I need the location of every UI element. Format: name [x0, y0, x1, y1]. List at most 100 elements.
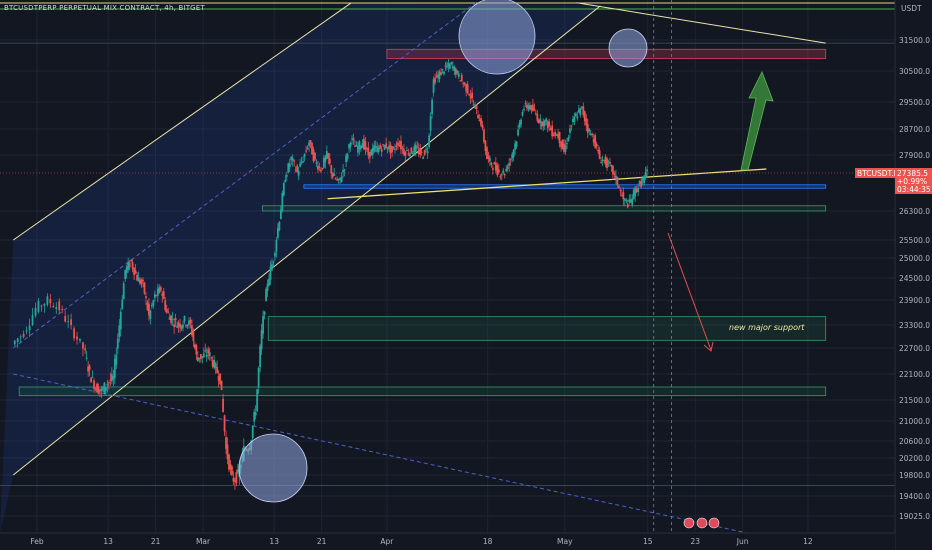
candle-body: [462, 83, 465, 85]
candle-body: [116, 338, 119, 349]
candle-body: [361, 143, 364, 148]
candle-body: [373, 145, 376, 152]
time-tick-label: 12: [803, 537, 813, 546]
candle-body: [517, 129, 519, 136]
last-price-tag-text: 27385.5: [897, 169, 928, 178]
candle-body: [379, 145, 382, 149]
candle-body: [364, 141, 367, 150]
candle-body: [90, 377, 93, 383]
event-flag-icon[interactable]: [683, 517, 695, 529]
candle-body: [434, 77, 436, 83]
candle-body: [548, 121, 551, 127]
chart-annotations: new major support: [238, 0, 805, 529]
price-tick-label: 19400.0: [899, 492, 930, 501]
candle-body: [607, 161, 610, 163]
candle-body: [231, 466, 233, 475]
candle-body: [437, 74, 439, 78]
last-price-tag: [895, 168, 932, 195]
candle-body: [146, 302, 149, 310]
candle-body: [371, 147, 374, 155]
symbol-title: BTCUSDTPERP PERPETUAL MIX CONTRACT, 4h, …: [4, 4, 205, 12]
candle-body: [376, 146, 379, 152]
candle-body: [362, 138, 365, 150]
candle-body: [354, 145, 356, 147]
candle-body: [331, 173, 334, 178]
candle-body: [149, 310, 152, 320]
candle-body: [118, 325, 121, 338]
zone-blue: [303, 184, 827, 189]
candle-body: [598, 150, 601, 159]
candle-body: [475, 104, 478, 110]
price-tick-label: 31500.0: [899, 36, 930, 45]
candle-body: [179, 323, 181, 328]
candle-body: [566, 143, 568, 145]
candle-body: [471, 92, 474, 99]
candle-body: [622, 192, 625, 200]
candle-body: [431, 99, 433, 114]
candle-body: [514, 143, 517, 150]
candle-body: [417, 148, 420, 155]
candle-body: [551, 125, 554, 137]
price-zones: [0, 2, 827, 534]
candle-body: [500, 174, 503, 176]
price-axis-panel: [895, 0, 932, 550]
candle-body: [448, 64, 451, 69]
candle-body: [254, 412, 257, 416]
trendline-descending-resistance: [576, 2, 826, 44]
candle-body: [315, 162, 318, 164]
candle-body: [374, 145, 377, 147]
candle-body: [515, 141, 518, 147]
candle-body: [319, 169, 322, 172]
trendline-channel-upper: [12, 2, 352, 241]
candle-body: [28, 325, 31, 331]
candle-body: [150, 305, 153, 307]
event-flag-icon[interactable]: [696, 517, 708, 529]
candle-body: [386, 146, 389, 150]
candle-body: [19, 336, 22, 338]
candle-body: [205, 354, 208, 357]
highlight-circle: [458, 0, 536, 75]
candle-body: [103, 382, 106, 394]
candle-body: [469, 95, 472, 99]
candle-body: [262, 315, 264, 334]
candle-body: [549, 128, 552, 131]
candle-body: [195, 345, 198, 355]
candle-body: [555, 134, 558, 136]
symbol-tag: [855, 168, 895, 179]
last-price-tag-text: +0.99%: [897, 177, 927, 186]
candle-body: [176, 325, 178, 328]
candle-body: [196, 357, 199, 362]
candle-body: [346, 154, 349, 159]
candle-body: [400, 140, 402, 150]
candle-body: [635, 188, 638, 192]
candle-body: [527, 105, 530, 110]
candle-body: [557, 133, 559, 138]
candle-body: [609, 162, 611, 164]
candle-body: [177, 322, 180, 327]
price-tick-label: 20600.0: [899, 437, 930, 446]
time-tick-label: 18: [483, 537, 493, 546]
candle-body: [325, 150, 328, 159]
time-tick-label: 23: [690, 537, 700, 546]
candle-body: [617, 186, 620, 188]
candle-body: [299, 163, 302, 167]
price-tick-label: 19800.0: [899, 471, 930, 480]
time-tick-label: 13: [103, 537, 113, 546]
candle-body: [339, 177, 342, 180]
event-flag-icon[interactable]: [708, 517, 720, 529]
candle-body: [453, 66, 456, 71]
candle-body: [505, 168, 508, 172]
price-tick-label: 23300.0: [899, 321, 930, 330]
candle-body: [576, 116, 579, 119]
candle-body: [383, 145, 386, 150]
candle-body: [234, 480, 236, 482]
candle-body: [275, 239, 278, 252]
candle-body: [87, 366, 90, 372]
candle-body: [128, 262, 131, 268]
candle-body: [564, 145, 567, 152]
candle-body: [266, 283, 269, 291]
candle-body: [265, 288, 267, 302]
candle-body: [88, 365, 91, 370]
